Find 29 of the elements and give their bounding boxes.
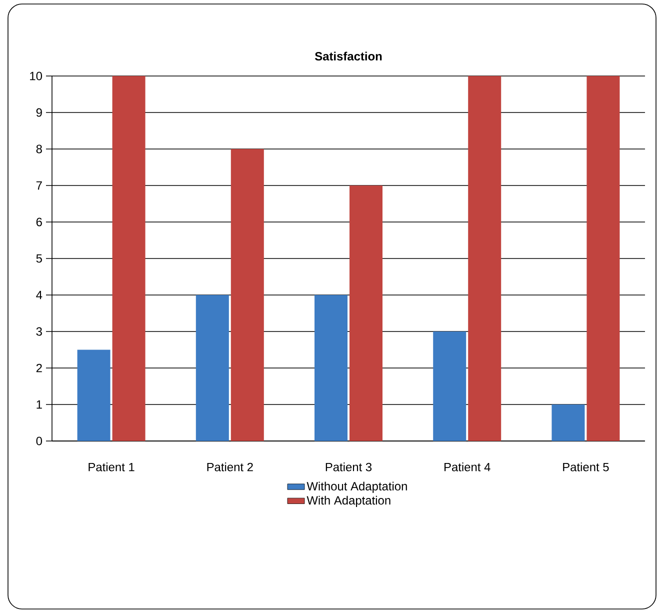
y-tick-label: 4	[36, 290, 42, 300]
x-tick-label: Patient 4	[444, 462, 490, 472]
bar	[468, 76, 502, 441]
legend-label: With Adaptation	[306, 496, 390, 507]
y-tick-label: 9	[36, 108, 42, 117]
bar	[586, 76, 620, 441]
y-tick-label: 10	[30, 72, 42, 80]
bar	[196, 294, 229, 441]
y-tick-label: 7	[36, 181, 42, 190]
y-tick-label: 5	[36, 254, 42, 263]
bar	[552, 404, 585, 441]
bar	[77, 350, 110, 441]
y-tick-label: 3	[36, 327, 42, 336]
y-tick-label: 8	[36, 144, 42, 154]
x-tick-label: Patient 1	[88, 462, 134, 472]
x-tick-label: Patient 2	[207, 462, 253, 472]
bar	[314, 294, 348, 441]
bar	[433, 331, 466, 441]
bar	[350, 185, 382, 441]
legend-label: Without Adaptation	[306, 482, 407, 493]
y-tick-label: 1	[36, 400, 42, 409]
bar	[230, 148, 264, 441]
y-tick-label: 0	[36, 436, 42, 446]
x-tick-label: Patient 5	[563, 462, 609, 472]
chart-title: Satisfaction	[314, 52, 382, 60]
x-tick-label: Patient 3	[326, 462, 372, 472]
bar	[112, 76, 146, 441]
y-tick-label: 2	[36, 364, 42, 372]
y-tick-label: 6	[36, 218, 42, 226]
